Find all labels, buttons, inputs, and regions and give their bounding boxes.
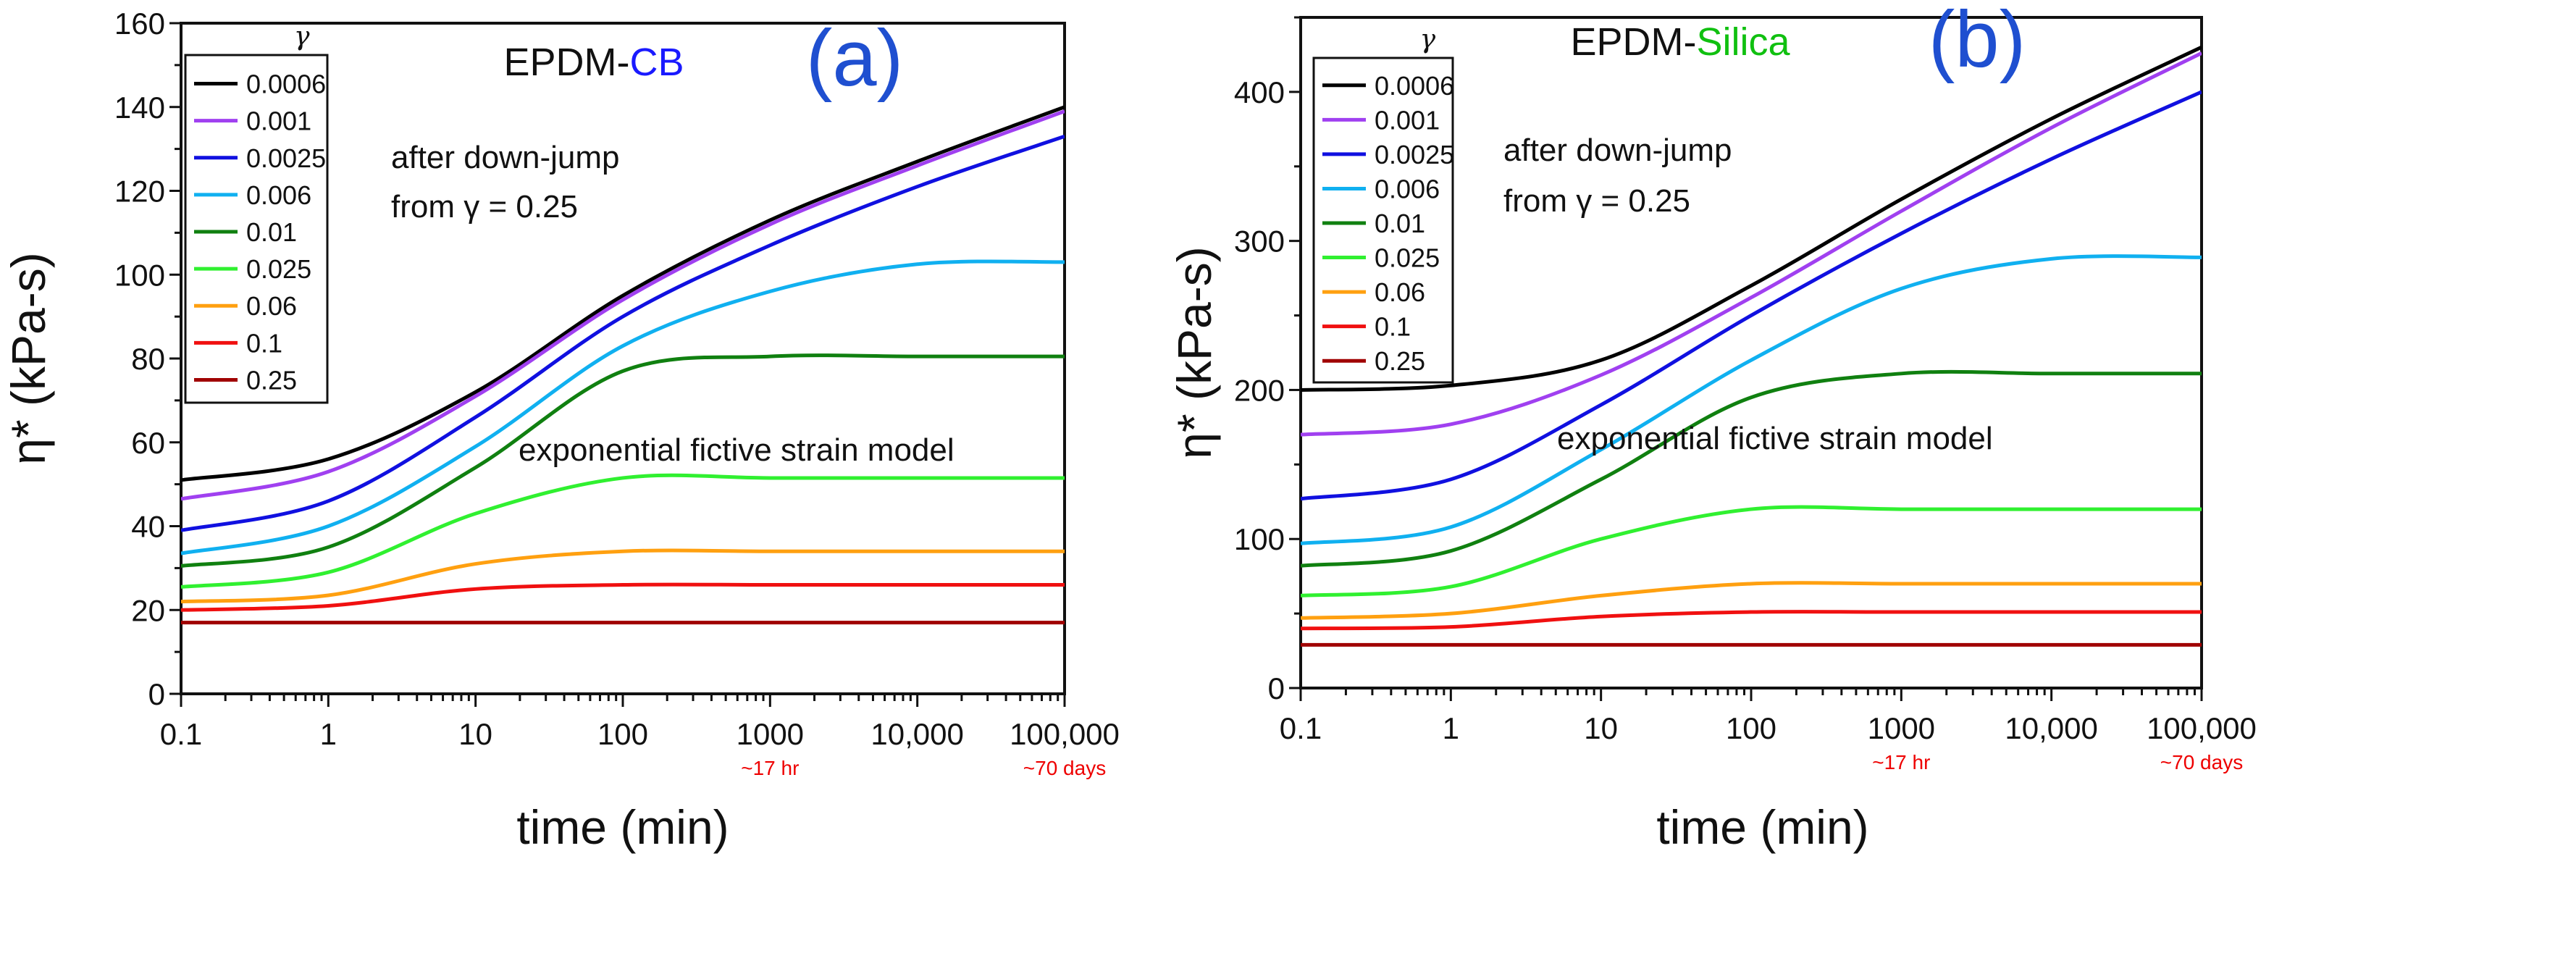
- x-tick-label: 0.1: [160, 717, 202, 751]
- y-tick-label: 0: [1268, 671, 1285, 705]
- chart-title: EPDM-Silica: [1570, 20, 1790, 64]
- series-line-0.0006: [181, 105, 1065, 482]
- panel-label: (a): [806, 14, 903, 103]
- series-line-0.1: [181, 582, 1065, 612]
- legend-label: 0.0025: [246, 143, 326, 173]
- x-tick-note: ~70 days: [2160, 751, 2243, 773]
- y-tick-label: 400: [1234, 75, 1285, 109]
- x-tick-label: 1: [1443, 711, 1459, 745]
- y-tick-label: 20: [131, 593, 165, 627]
- x-tick-label: 100: [1726, 711, 1776, 745]
- legend-label: 0.025: [1375, 243, 1440, 273]
- chart-title: EPDM-CB: [503, 41, 684, 84]
- y-tick-label: 40: [131, 510, 165, 544]
- series-line-0.001: [1301, 51, 2202, 437]
- annotation: after down-jump: [391, 140, 619, 175]
- y-tick-label: 200: [1234, 373, 1285, 407]
- legend-label: 0.001: [1375, 105, 1440, 135]
- legend-label: 0.1: [1375, 312, 1411, 342]
- series-line-0.0025: [181, 134, 1065, 532]
- x-tick-label: 10,000: [870, 717, 963, 751]
- x-tick-label: 100,000: [2147, 711, 2257, 745]
- legend-label: 0.001: [246, 106, 311, 136]
- legend-label: 0.06: [1375, 277, 1425, 307]
- legend-box: [1312, 56, 1454, 384]
- y-tick-label: 160: [114, 7, 165, 41]
- title-suffix: Silica: [1696, 20, 1790, 64]
- annotation: from γ = 0.25: [391, 189, 578, 225]
- legend-label: 0.0006: [246, 70, 326, 99]
- legend-title: γ: [1420, 25, 1436, 54]
- series-line-0.006: [181, 259, 1065, 555]
- series-line-0.06: [181, 548, 1065, 604]
- legend-label: 0.1: [246, 328, 282, 358]
- x-tick-label: 1000: [737, 717, 804, 751]
- legend-label: 0.006: [246, 180, 311, 210]
- title-suffix: CB: [629, 41, 684, 84]
- panel-a: 0 20 40 60 80 100 120 140 160 0.1 1 10 100 1000 10,000…: [1, 7, 1120, 854]
- y-axis-title: η* (kPa-s): [1167, 246, 1221, 458]
- legend-label: 0.006: [1375, 174, 1440, 204]
- x-tick-label: 10: [458, 717, 492, 751]
- series-line-0.006: [1301, 254, 2202, 545]
- annotation: after down-jump: [1503, 133, 1732, 168]
- y-tick-label: 140: [114, 91, 165, 125]
- y-tick-label: 80: [131, 342, 165, 376]
- x-axis-title: time (min): [1656, 800, 1868, 854]
- title-prefix: EPDM-: [1570, 20, 1696, 64]
- series-line-0.1: [1301, 610, 2202, 631]
- legend-label: 0.25: [246, 365, 297, 395]
- legend-label: 0.025: [246, 254, 311, 284]
- series-line-0.025: [181, 473, 1065, 589]
- series-line-0.01: [1301, 369, 2202, 568]
- x-tick-label: 10: [1584, 711, 1618, 745]
- annotation: exponential fictive strain model: [519, 432, 955, 468]
- y-tick-label: 0: [148, 677, 165, 711]
- x-tick-label: 1: [320, 717, 337, 751]
- x-axis-title: time (min): [516, 800, 729, 854]
- series-line-0.025: [1301, 505, 2202, 598]
- series-line-0.001: [181, 109, 1065, 501]
- series-line-0.0025: [1301, 90, 2202, 501]
- series-line-0.06: [1301, 581, 2202, 620]
- legend: γ 0.0006 0.001 0.0025 0.006 0.01 0.025 0.06 0.1 0…: [1312, 25, 1454, 384]
- y-axis-title: η* (kPa-s): [1, 252, 55, 464]
- x-tick-label: 1000: [1868, 711, 1935, 745]
- series-line-0.0006: [1301, 45, 2202, 392]
- legend-label: 0.25: [1375, 346, 1425, 376]
- legend: γ 0.0006 0.001 0.0025 0.006 0.01 0.025 0.06 0.1 0…: [184, 22, 329, 404]
- x-tick-note: ~17 hr: [1872, 751, 1930, 773]
- legend-box: [184, 54, 329, 404]
- legend-label: 0.0006: [1375, 71, 1454, 101]
- panel-label: (b): [1929, 0, 2026, 84]
- legend-label: 0.0025: [1375, 140, 1454, 169]
- panel-b: 0 100 200 300 400 0.1 1 10 100 1000 10,000 100,000 ~…: [1167, 0, 2257, 854]
- legend-title: γ: [294, 22, 310, 51]
- legend-label: 0.01: [246, 217, 297, 247]
- annotation: exponential fictive strain model: [1557, 421, 1993, 456]
- x-tick-label: 0.1: [1280, 711, 1322, 745]
- legend-label: 0.06: [246, 291, 297, 321]
- x-tick-note: ~70 days: [1023, 757, 1106, 779]
- x-tick-note: ~17 hr: [741, 757, 799, 779]
- series-line-0.01: [181, 353, 1065, 568]
- y-tick-label: 120: [114, 175, 165, 209]
- annotation: from γ = 0.25: [1503, 183, 1690, 219]
- y-tick-label: 60: [131, 426, 165, 460]
- y-tick-label: 300: [1234, 225, 1285, 259]
- y-tick-label: 100: [1234, 522, 1285, 556]
- title-prefix: EPDM-: [503, 41, 629, 84]
- legend-label: 0.01: [1375, 209, 1425, 238]
- x-tick-label: 10,000: [2005, 711, 2097, 745]
- x-tick-label: 100,000: [1010, 717, 1120, 751]
- x-tick-label: 100: [597, 717, 648, 751]
- y-tick-label: 100: [114, 258, 165, 292]
